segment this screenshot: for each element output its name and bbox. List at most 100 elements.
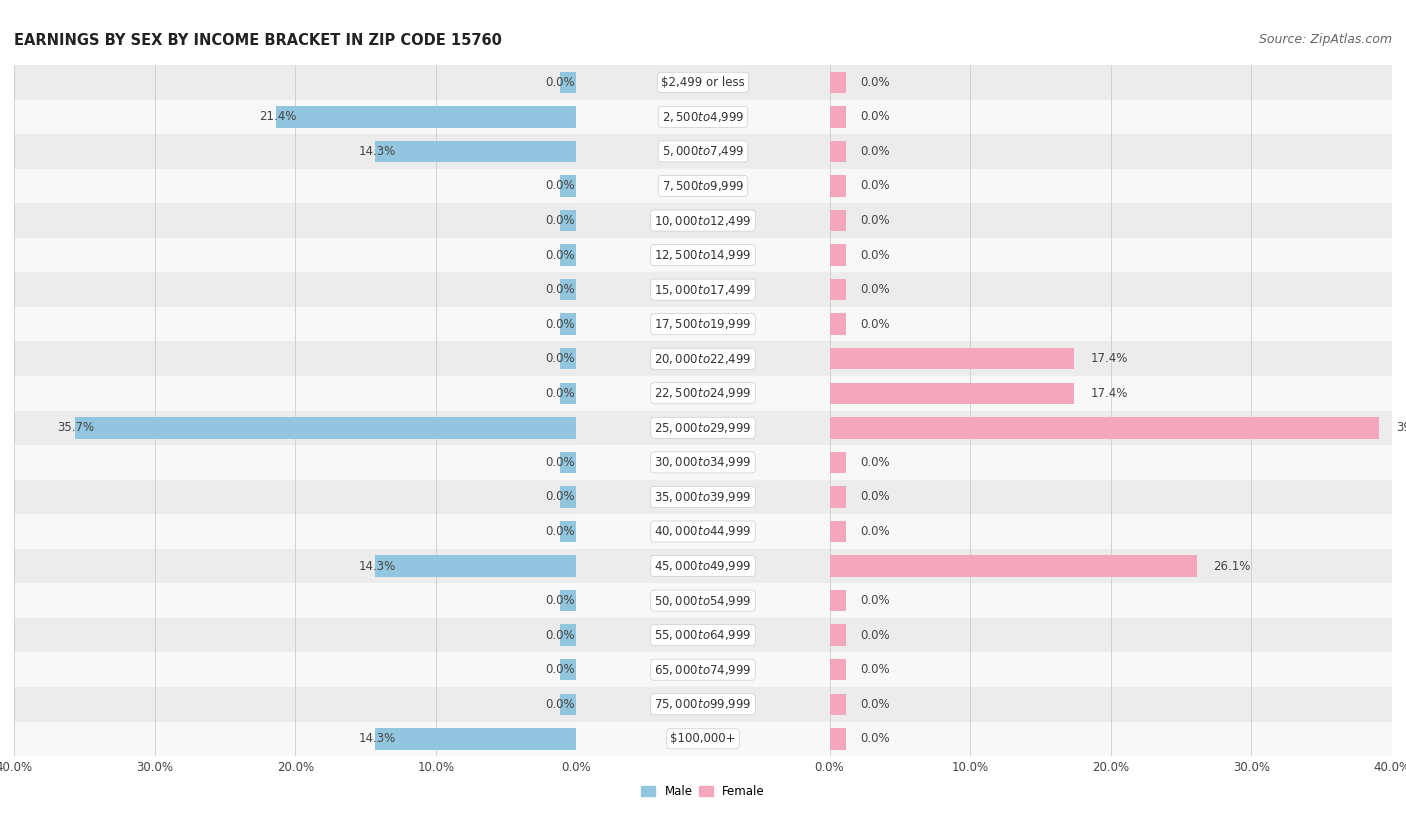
Bar — [560, 348, 576, 369]
Text: 0.0%: 0.0% — [860, 76, 890, 89]
Bar — [576, 307, 830, 341]
Text: Source: ZipAtlas.com: Source: ZipAtlas.com — [1258, 33, 1392, 46]
Text: 17.4%: 17.4% — [1091, 352, 1129, 365]
Bar — [576, 341, 830, 376]
Bar — [830, 141, 846, 162]
Bar — [576, 446, 830, 480]
Text: 0.0%: 0.0% — [860, 249, 890, 262]
Bar — [576, 203, 830, 237]
Text: 26.1%: 26.1% — [1213, 559, 1251, 572]
Bar — [560, 590, 576, 611]
Text: 0.0%: 0.0% — [860, 180, 890, 193]
Bar — [560, 210, 576, 231]
Bar — [830, 624, 846, 646]
Text: $65,000 to $74,999: $65,000 to $74,999 — [654, 663, 752, 676]
Text: $45,000 to $49,999: $45,000 to $49,999 — [654, 559, 752, 573]
Bar — [267, 652, 1392, 687]
Bar — [576, 411, 830, 446]
Text: 0.0%: 0.0% — [546, 214, 575, 227]
Bar — [830, 279, 846, 300]
Bar — [576, 584, 830, 618]
Bar — [75, 417, 576, 438]
Bar — [560, 521, 576, 542]
Text: $7,500 to $9,999: $7,500 to $9,999 — [662, 179, 744, 193]
Text: 0.0%: 0.0% — [860, 283, 890, 296]
Text: $17,500 to $19,999: $17,500 to $19,999 — [654, 317, 752, 331]
Bar — [267, 618, 1392, 652]
Text: $55,000 to $64,999: $55,000 to $64,999 — [654, 628, 752, 642]
Text: 0.0%: 0.0% — [546, 628, 575, 641]
Bar — [14, 203, 1139, 237]
Bar — [830, 245, 846, 266]
Text: 0.0%: 0.0% — [860, 490, 890, 503]
Bar — [267, 272, 1392, 307]
Bar — [14, 307, 1139, 341]
Text: EARNINGS BY SEX BY INCOME BRACKET IN ZIP CODE 15760: EARNINGS BY SEX BY INCOME BRACKET IN ZIP… — [14, 33, 502, 47]
Bar — [576, 652, 830, 687]
Text: 0.0%: 0.0% — [860, 318, 890, 331]
Bar — [375, 141, 576, 162]
Bar — [14, 584, 1139, 618]
Bar — [14, 652, 1139, 687]
Bar — [830, 72, 846, 93]
Bar — [267, 446, 1392, 480]
Text: 0.0%: 0.0% — [546, 456, 575, 469]
Bar — [830, 590, 846, 611]
Text: 0.0%: 0.0% — [860, 214, 890, 227]
Text: $5,000 to $7,499: $5,000 to $7,499 — [662, 145, 744, 159]
Text: 0.0%: 0.0% — [546, 490, 575, 503]
Bar — [576, 237, 830, 272]
Bar — [560, 176, 576, 197]
Bar — [576, 515, 830, 549]
Bar — [14, 341, 1139, 376]
Bar — [267, 687, 1392, 722]
Bar — [14, 687, 1139, 722]
Bar — [14, 169, 1139, 203]
Text: $2,500 to $4,999: $2,500 to $4,999 — [662, 110, 744, 124]
Bar — [560, 693, 576, 715]
Bar — [830, 348, 1074, 369]
Bar — [276, 107, 576, 128]
Bar — [560, 659, 576, 680]
Bar — [375, 555, 576, 576]
Bar — [830, 659, 846, 680]
Text: 0.0%: 0.0% — [546, 525, 575, 538]
Bar — [14, 480, 1139, 515]
Bar — [830, 486, 846, 507]
Text: 0.0%: 0.0% — [546, 387, 575, 400]
Text: $15,000 to $17,499: $15,000 to $17,499 — [654, 283, 752, 297]
Bar — [830, 728, 846, 750]
Bar — [576, 687, 830, 722]
Bar — [267, 169, 1392, 203]
Bar — [14, 237, 1139, 272]
Text: 17.4%: 17.4% — [1091, 387, 1129, 400]
Text: $12,500 to $14,999: $12,500 to $14,999 — [654, 248, 752, 262]
Bar — [560, 486, 576, 507]
Bar — [14, 411, 1139, 446]
Bar — [576, 134, 830, 169]
Bar — [14, 272, 1139, 307]
Bar — [14, 549, 1139, 584]
Bar — [576, 722, 830, 756]
Bar — [576, 169, 830, 203]
Text: 0.0%: 0.0% — [860, 733, 890, 746]
Bar — [576, 272, 830, 307]
Bar — [830, 555, 1197, 576]
Bar — [830, 521, 846, 542]
Bar — [14, 376, 1139, 411]
Bar — [14, 134, 1139, 169]
Text: $35,000 to $39,999: $35,000 to $39,999 — [654, 490, 752, 504]
Bar — [830, 383, 1074, 404]
Bar — [576, 618, 830, 652]
Bar — [14, 446, 1139, 480]
Bar — [830, 314, 846, 335]
Bar — [267, 584, 1392, 618]
Bar — [267, 307, 1392, 341]
Bar — [267, 134, 1392, 169]
Bar — [560, 383, 576, 404]
Text: $30,000 to $34,999: $30,000 to $34,999 — [654, 455, 752, 469]
Text: $22,500 to $24,999: $22,500 to $24,999 — [654, 386, 752, 400]
Bar — [576, 480, 830, 515]
Bar — [267, 341, 1392, 376]
Bar — [267, 237, 1392, 272]
